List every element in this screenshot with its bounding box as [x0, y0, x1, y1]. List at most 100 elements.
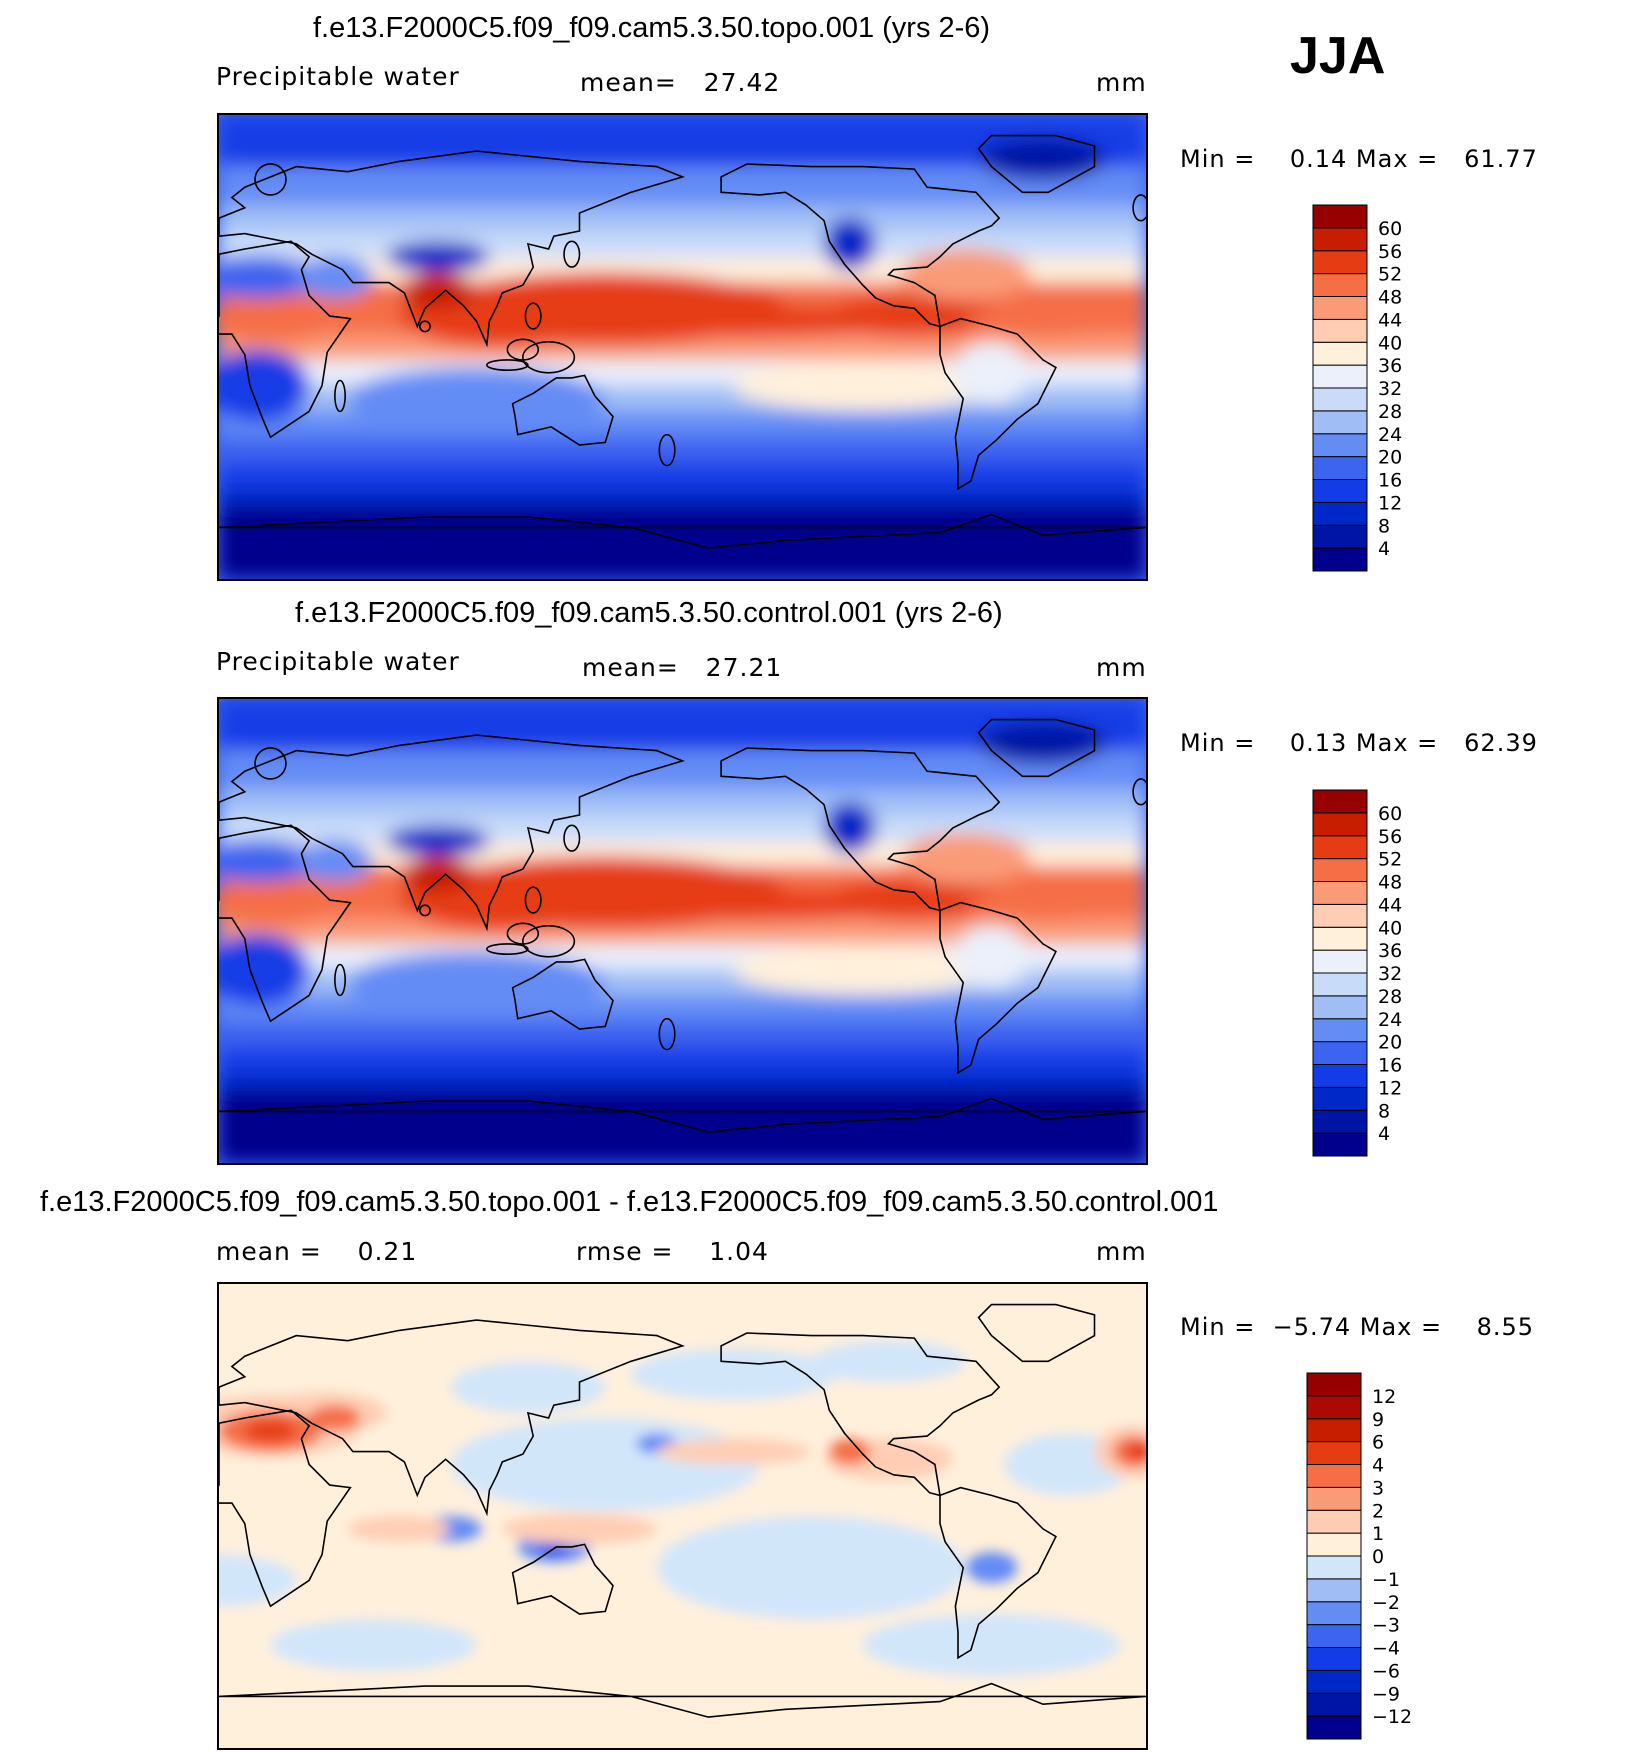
colorbar-swatch-4: [1306, 1624, 1362, 1648]
colorbar-swatch-5: [1306, 1601, 1362, 1626]
colorbar-label-5: 24: [1378, 424, 1402, 446]
colorbar-swatch-7: [1312, 972, 1368, 997]
colorbar-label-3: 16: [1378, 470, 1402, 492]
colorbar-label-0: 4: [1378, 538, 1390, 560]
colorbar-label-6: −1: [1372, 1569, 1400, 1591]
panel-3-map: [217, 1282, 1148, 1750]
colorbar-label-1: −9: [1372, 1683, 1400, 1705]
panel-2-mean: mean= 27.21: [582, 653, 783, 682]
colorbar-label-5: −2: [1372, 1592, 1400, 1614]
colorbar-swatch-7: [1306, 1555, 1362, 1580]
colorbar-label-11: 4: [1372, 1455, 1384, 1477]
colorbar-swatch-12: [1306, 1441, 1362, 1465]
colorbar-label-14: 60: [1378, 218, 1402, 240]
panel-1-variable: Precipitable water: [216, 62, 460, 91]
panel-2-title: f.e13.F2000C5.f09_f09.cam5.3.50.control.…: [295, 597, 1003, 629]
colorbar-swatch-13: [1312, 250, 1368, 275]
panel-1-field: [219, 115, 1146, 579]
colorbar-swatch-14: [1312, 812, 1368, 837]
colorbar-label-5: 24: [1378, 1009, 1402, 1031]
colorbar-swatch-2: [1312, 501, 1368, 526]
colorbar-swatch-10: [1306, 1486, 1362, 1511]
colorbar-label-13: 9: [1372, 1409, 1384, 1431]
colorbar-label-11: 48: [1378, 287, 1402, 309]
panel-3-colorbar: −12 −9 −6 −4 −3 −2 −1 0 1 2 3 4 6 9 12: [1306, 1372, 1426, 1740]
panel-1-map: [217, 113, 1148, 581]
colorbar-label-6: 28: [1378, 986, 1402, 1008]
colorbar-swatch-9: [1312, 926, 1368, 951]
colorbar-swatch-9: [1306, 1509, 1362, 1534]
colorbar-label-8: 36: [1378, 355, 1402, 377]
colorbar-swatch-12: [1312, 273, 1368, 297]
colorbar-swatch-2: [1306, 1669, 1362, 1694]
colorbar-swatch-12: [1312, 858, 1368, 882]
colorbar-label-13: 56: [1378, 826, 1402, 848]
colorbar-label-2: 12: [1378, 492, 1402, 514]
colorbar-swatch-9: [1312, 341, 1368, 366]
colorbar-swatch-11: [1312, 881, 1368, 905]
colorbar-swatch-13: [1312, 835, 1368, 860]
colorbar-swatch-6: [1312, 995, 1368, 1020]
colorbar-label-13: 56: [1378, 241, 1402, 263]
colorbar-label-1: 8: [1378, 1100, 1390, 1122]
panel-1-units: mm: [1096, 68, 1147, 97]
panel-2-map: [217, 697, 1148, 1165]
colorbar-swatch-8: [1312, 364, 1368, 389]
colorbar-label-7: 32: [1378, 378, 1402, 400]
colorbar-label-14: 60: [1378, 803, 1402, 825]
colorbar-swatch-1: [1312, 524, 1368, 549]
colorbar-label-11: 48: [1378, 872, 1402, 894]
colorbar-swatch-1: [1312, 1109, 1368, 1134]
colorbar-swatch-3: [1312, 479, 1368, 503]
colorbar-swatch-10: [1312, 903, 1368, 928]
panel-3-field: [219, 1284, 1146, 1748]
colorbar-label-0: −12: [1372, 1706, 1412, 1728]
colorbar-swatch-1: [1306, 1692, 1362, 1717]
panel-2-colorbar: 4 8 12 16 20 24 28 32 36 40 44 48 52 56 60: [1312, 789, 1432, 1157]
colorbar-label-12: 6: [1372, 1432, 1384, 1454]
panel-3-mean: mean = 0.21: [216, 1237, 418, 1266]
colorbar-label-4: 20: [1378, 447, 1402, 469]
colorbar-label-9: 40: [1378, 332, 1402, 354]
panel-3-rmse: rmse = 1.04: [576, 1237, 769, 1266]
colorbar-label-7: 32: [1378, 963, 1402, 985]
colorbar-label-7: 0: [1372, 1546, 1384, 1568]
colorbar-label-8: 1: [1372, 1523, 1384, 1545]
colorbar-label-0: 4: [1378, 1123, 1390, 1145]
colorbar-swatch-5: [1312, 433, 1368, 458]
colorbar-swatch-15: [1306, 1372, 1362, 1397]
colorbar-swatch-14: [1306, 1395, 1362, 1420]
colorbar-label-1: 8: [1378, 515, 1390, 537]
colorbar-label-3: −4: [1372, 1638, 1400, 1660]
colorbar-label-6: 28: [1378, 401, 1402, 423]
panel-1-minmax: Min = 0.14 Max = 61.77: [1180, 145, 1538, 173]
panel-3-title: f.e13.F2000C5.f09_f09.cam5.3.50.topo.001…: [40, 1186, 1219, 1218]
colorbar-swatch-0: [1312, 547, 1368, 572]
colorbar-swatch-5: [1312, 1018, 1368, 1043]
colorbar-swatch-15: [1312, 789, 1368, 814]
colorbar-label-10: 3: [1372, 1477, 1384, 1499]
colorbar-label-9: 40: [1378, 917, 1402, 939]
colorbar-swatch-11: [1306, 1464, 1362, 1488]
panel-1-mean: mean= 27.42: [580, 68, 781, 97]
colorbar-swatch-14: [1312, 227, 1368, 252]
colorbar-label-4: −3: [1372, 1615, 1400, 1637]
panel-2-field: [219, 699, 1146, 1163]
colorbar-label-2: −6: [1372, 1660, 1400, 1682]
colorbar-swatch-4: [1312, 456, 1368, 480]
colorbar-label-4: 20: [1378, 1032, 1402, 1054]
panel-1-title: f.e13.F2000C5.f09_f09.cam5.3.50.topo.001…: [313, 12, 991, 44]
panel-2-variable: Precipitable water: [216, 647, 460, 676]
panel-1-colorbar: 4 8 12 16 20 24 28 32 36 40 44 48 52 56 60: [1312, 204, 1432, 572]
colorbar-label-9: 2: [1372, 1500, 1384, 1522]
colorbar-swatch-0: [1312, 1132, 1368, 1157]
colorbar-swatch-3: [1312, 1064, 1368, 1088]
colorbar-label-12: 52: [1378, 264, 1402, 286]
panel-2-units: mm: [1096, 653, 1147, 682]
colorbar-label-10: 44: [1378, 309, 1402, 331]
colorbar-swatch-6: [1306, 1578, 1362, 1603]
panel-3-minmax: Min = −5.74 Max = 8.55: [1180, 1313, 1535, 1341]
colorbar-swatch-8: [1306, 1532, 1362, 1557]
colorbar-swatch-2: [1312, 1086, 1368, 1111]
colorbar-swatch-10: [1312, 318, 1368, 343]
